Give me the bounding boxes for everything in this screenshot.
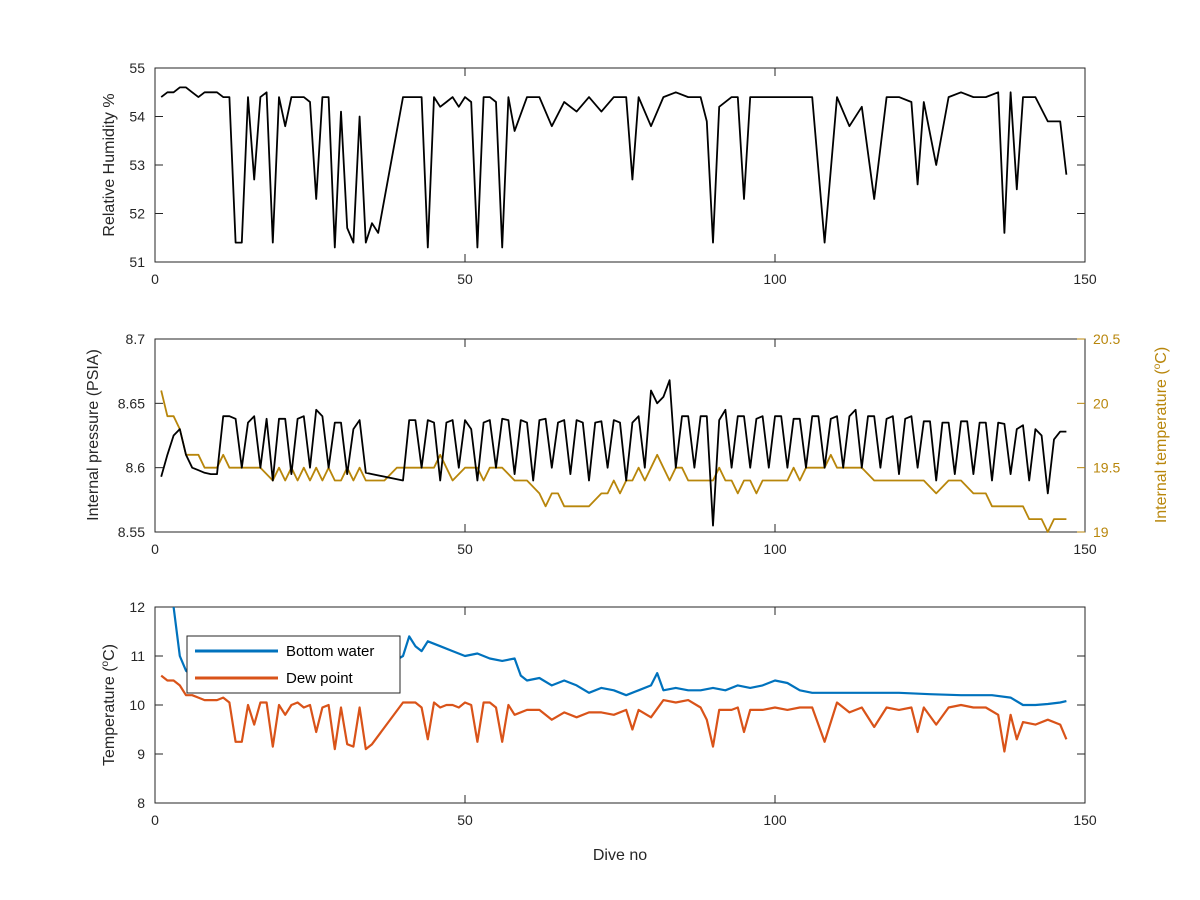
y-tick-label: 12	[129, 599, 145, 615]
internal-pressure-line	[160, 379, 1067, 527]
tick-group: 0 50 100 150 8 9 10 11 12	[129, 599, 1096, 828]
x-tick-label: 100	[763, 812, 787, 828]
x-tick-label: 50	[457, 271, 473, 287]
y-axis-label: Temperature (oC)	[100, 644, 118, 766]
y-tick-label: 55	[129, 60, 145, 76]
x-tick-label: 0	[151, 271, 159, 287]
internal-temperature-line	[160, 390, 1067, 533]
y-right-tick-label: 19.5	[1093, 460, 1120, 476]
y-right-tick-label: 20	[1093, 395, 1109, 411]
x-tick-label: 50	[457, 541, 473, 557]
legend-label-bottom-water: Bottom water	[286, 643, 374, 660]
y-tick-label: 53	[129, 157, 145, 173]
legend-label-dew-point: Dew point	[286, 670, 354, 687]
y-tick-label: 51	[129, 254, 145, 270]
y-tick-label: 52	[129, 206, 145, 222]
y-tick-label: 11	[130, 648, 145, 664]
panel-temperature: 0 50 100 150 8 9 10 11 12 Temperature (oC) Dive …	[100, 599, 1097, 864]
y-tick-label: 8.65	[118, 395, 145, 411]
y-tick-label: 8.55	[118, 524, 145, 540]
y-right-tick-label: 20.5	[1093, 331, 1120, 347]
x-tick-label: 100	[763, 541, 787, 557]
y-tick-label: 54	[129, 109, 145, 125]
x-tick-label: 50	[457, 812, 473, 828]
legend-box	[186, 635, 401, 694]
y-tick-label: 8	[137, 795, 145, 811]
x-tick-label: 150	[1073, 541, 1097, 557]
y-axis-label: Relative Humidity %	[101, 93, 118, 236]
y-tick-label: 8.7	[126, 331, 146, 347]
humidity-line	[160, 86, 1068, 249]
x-tick-label: 150	[1073, 812, 1097, 828]
plot-area	[154, 67, 1086, 263]
panel-pressure-temperature: 0 50 100 150 8.55 8.6 8.65 8.7 19 19.5 20 20.5 Inte…	[85, 331, 1170, 557]
x-tick-label: 100	[763, 271, 787, 287]
y-axis-label-right: Internal temperature (oC)	[1152, 347, 1170, 523]
tick-group: 0 50 100 150 8.55 8.6 8.65 8.7 19 19.5 20 20.5	[118, 331, 1121, 557]
tick-group: 0 50 100 150 51 52 53 54 55	[129, 60, 1096, 287]
y-tick-label: 8.6	[126, 460, 146, 476]
x-tick-label: 0	[151, 812, 159, 828]
y-axis-label: Internal pressure (PSIA)	[85, 349, 102, 521]
y-tick-label: 9	[137, 746, 145, 762]
x-tick-label: 150	[1073, 271, 1097, 287]
dew-point-line	[160, 674, 1068, 753]
x-tick-label: 0	[151, 541, 159, 557]
legend: Bottom water Dew point	[186, 635, 401, 694]
x-axis-label: Dive no	[593, 847, 647, 864]
panel-humidity: 0 50 100 150 51 52 53 54 55 Relative Humidity %	[101, 60, 1097, 287]
y-tick-label: 10	[129, 697, 145, 713]
plot-area	[154, 338, 1086, 533]
y-right-tick-label: 19	[1093, 524, 1109, 540]
